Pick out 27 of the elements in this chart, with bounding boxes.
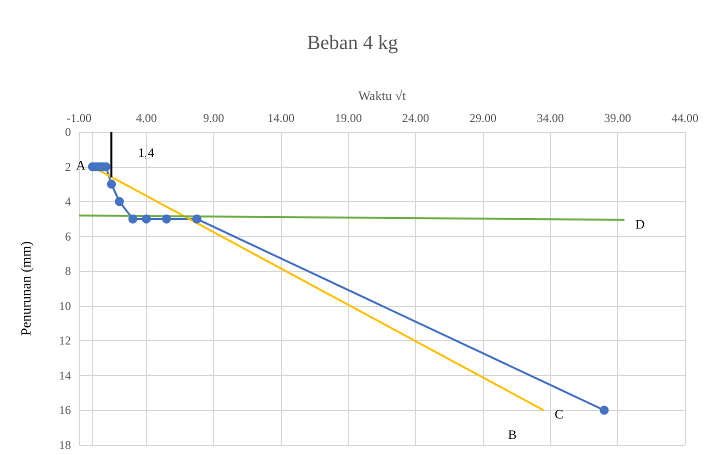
annotation: B (508, 427, 517, 442)
y-tick-label: 14 (59, 368, 71, 382)
chart-title: Beban 4 kg (306, 32, 398, 54)
annotation: A (76, 157, 86, 172)
y-tick-label: 12 (59, 334, 71, 348)
x-tick-label: 44.00 (672, 111, 698, 125)
x-tick-label: 24.00 (402, 111, 430, 125)
y-tick-label: 4 (65, 194, 71, 209)
x-tick-label: 29.00 (470, 111, 496, 125)
x-axis-title: Waktu √t (358, 88, 406, 103)
x-tick-label: 39.00 (604, 111, 632, 125)
x-tick-label: 19.00 (334, 111, 362, 125)
x-tick-label: 9.00 (203, 111, 224, 125)
annotation: C (554, 406, 564, 422)
x-tick-label: 4.00 (136, 111, 157, 125)
y-tick-label: 0 (65, 125, 71, 139)
y-tick-label: 6 (65, 229, 71, 244)
x-tick-label: -1.00 (66, 111, 92, 125)
y-tick-label: 2 (65, 160, 71, 174)
y-tick-label: 18 (59, 438, 71, 452)
annotation: D (635, 216, 645, 232)
y-tick-label: 16 (59, 403, 71, 418)
x-tick-label: 14.00 (268, 111, 294, 125)
y-tick-label: 8 (65, 264, 71, 278)
y-tick-label: 10 (59, 298, 71, 313)
x-tick-label: 34.00 (536, 111, 564, 125)
y-axis-title: Penurunan (mm) (20, 240, 34, 336)
